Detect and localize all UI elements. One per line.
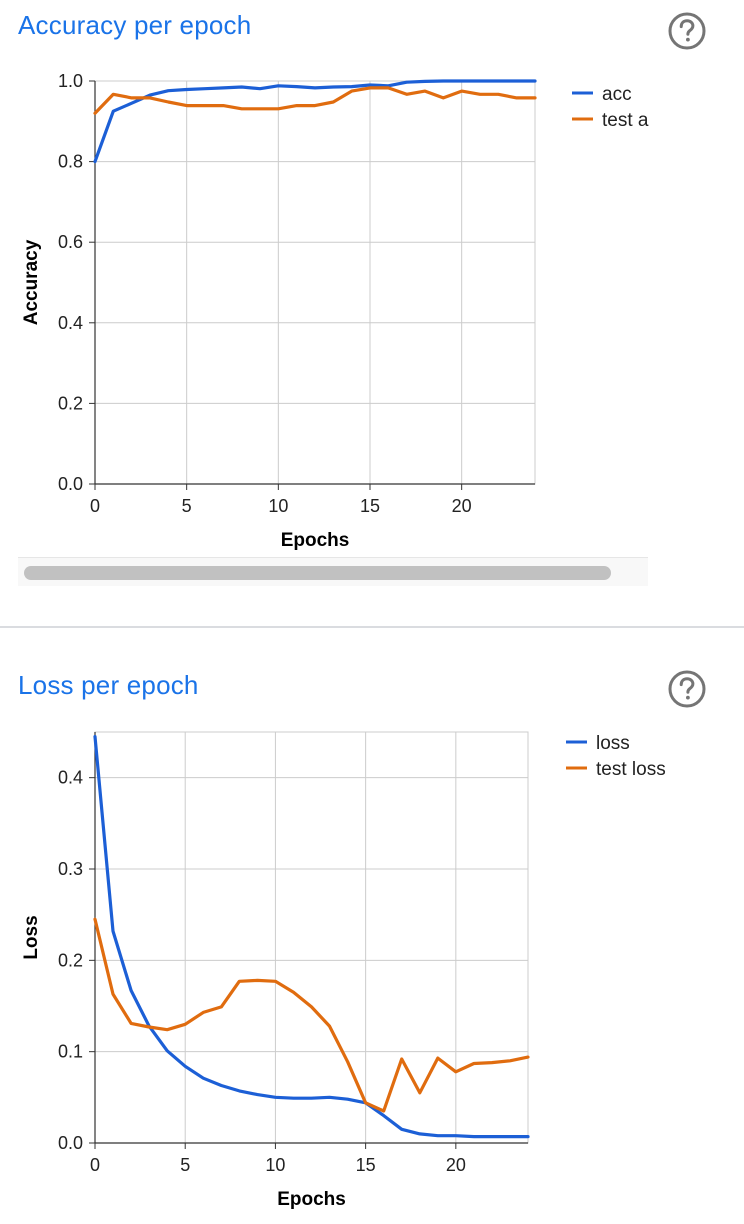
- y-axis-title: Loss: [21, 915, 42, 959]
- y-tick-label: 0.6: [58, 232, 83, 252]
- question-circle-icon[interactable]: [667, 11, 707, 51]
- series-line-test-acc: [93, 86, 537, 115]
- legend-label: test loss: [596, 759, 666, 780]
- y-tick-label: 0.4: [58, 768, 83, 788]
- series-line-acc: [93, 79, 537, 164]
- x-tick-label: 20: [446, 1155, 466, 1175]
- y-tick-label: 0.2: [58, 393, 83, 413]
- legend-label: test a: [602, 110, 649, 131]
- x-tick-label: 0: [90, 1155, 100, 1175]
- y-tick-label: 0.4: [58, 313, 83, 333]
- y-tick-label: 0.2: [58, 950, 83, 970]
- loss-chart: 0 5 10 15 20 0.0 0.1 0.2 0.3 0.4 Epochs Loss loss tes…: [21, 731, 666, 1210]
- y-tick-label: 0.1: [58, 1042, 83, 1062]
- y-tick-label: 0.8: [58, 152, 83, 172]
- x-tick-label: 5: [182, 496, 192, 516]
- x-axis-title: Epochs: [277, 1189, 346, 1210]
- y-tick-label: 0.0: [58, 1133, 83, 1153]
- x-tick-label: 20: [452, 496, 472, 516]
- loss-card: Loss per epoch 0 5 10 15 20 0.0 0.1 0.2 0.3 0.4 Ep…: [0, 628, 744, 1224]
- plot-area: [94, 731, 529, 1144]
- x-tick-label: 10: [268, 496, 288, 516]
- x-axis-title: Epochs: [281, 530, 350, 551]
- y-axis-title: Accuracy: [21, 239, 42, 325]
- series-line-loss: [93, 734, 530, 1139]
- y-tick-label: 0.3: [58, 859, 83, 879]
- y-tick-label: 0.0: [58, 474, 83, 494]
- accuracy-card-title: Accuracy per epoch: [18, 10, 252, 40]
- x-tick-label: 15: [356, 1155, 376, 1175]
- legend-label: acc: [602, 84, 632, 105]
- x-tick-label: 0: [90, 496, 100, 516]
- horizontal-scrollbar[interactable]: [18, 557, 648, 586]
- x-tick-label: 15: [360, 496, 380, 516]
- x-tick-label: 10: [265, 1155, 285, 1175]
- question-circle-icon[interactable]: [667, 669, 707, 709]
- loss-card-title: Loss per epoch: [18, 670, 199, 700]
- scrollbar-thumb[interactable]: [24, 566, 611, 580]
- plot-area: [94, 80, 536, 485]
- x-tick-label: 5: [180, 1155, 190, 1175]
- accuracy-chart: 0 5 10 15 20 0.0 0.2 0.4 0.6 0.8 1.0 Epochs Accuracy…: [21, 71, 649, 551]
- y-tick-label: 1.0: [58, 71, 83, 91]
- accuracy-card: Accuracy per epoch 0 5 10 15 20 0.0 0.2 0.4 0.6 0…: [18, 10, 707, 586]
- legend-label: loss: [596, 733, 630, 754]
- section-divider: [0, 626, 744, 628]
- series-line-test-loss: [93, 917, 530, 1113]
